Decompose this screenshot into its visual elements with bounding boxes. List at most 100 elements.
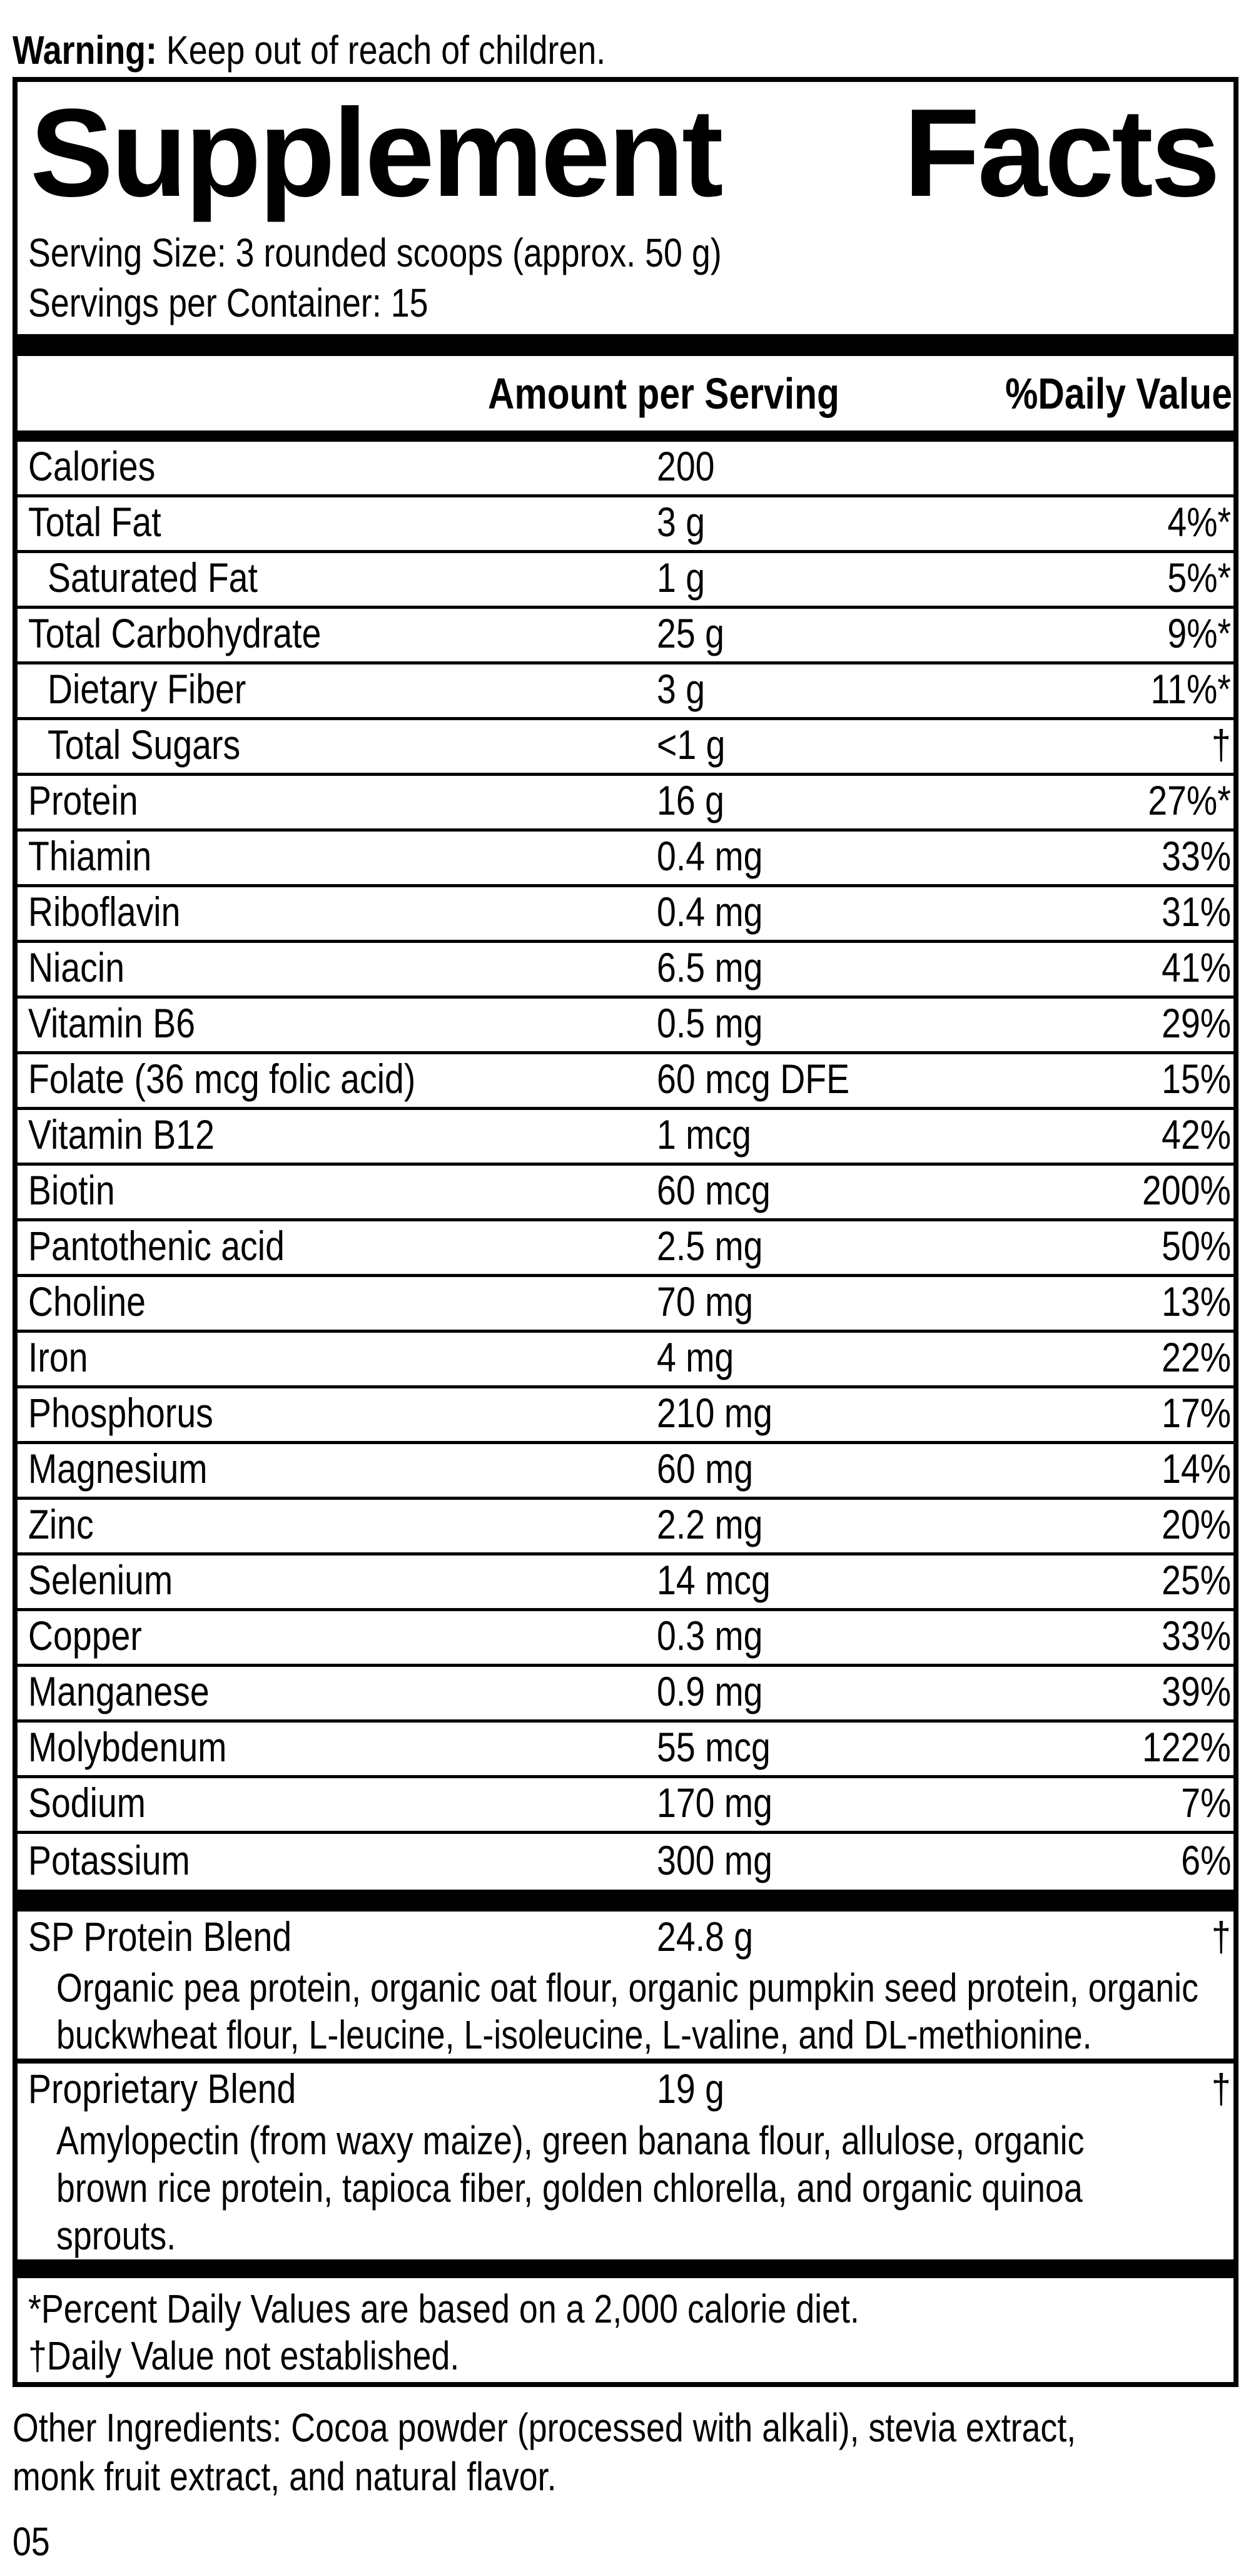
nutrient-name: Sodium bbox=[28, 1779, 146, 1826]
nutrient-name: Choline bbox=[28, 1278, 146, 1325]
nutrient-amount: 19 g bbox=[657, 2065, 724, 2112]
nutrient-amount: 6.5 mg bbox=[657, 944, 763, 990]
serving-info: Serving Size: 3 rounded scoops (approx. … bbox=[28, 228, 1233, 328]
table-row: Thiamin 0.4 mg 33% bbox=[18, 832, 1233, 887]
table-row: Niacin 6.5 mg 41% bbox=[18, 943, 1233, 999]
nutrient-amount: 4 mg bbox=[657, 1333, 734, 1380]
nutrient-daily-value: 29% bbox=[1162, 999, 1231, 1046]
nutrient-name: Phosphorus bbox=[28, 1389, 213, 1436]
blend-ingredients-line: sprouts. bbox=[56, 2213, 176, 2258]
nutrient-daily-value: 33% bbox=[1162, 832, 1231, 879]
table-row: Copper 0.3 mg 33% bbox=[18, 1611, 1233, 1667]
nutrient-daily-value: 5%* bbox=[1167, 554, 1231, 601]
nutrient-name: Iron bbox=[28, 1333, 88, 1380]
table-row: Saturated Fat 1 g 5%* bbox=[18, 553, 1233, 609]
nutrient-name: Protein bbox=[28, 776, 138, 823]
nutrient-name: Saturated Fat bbox=[48, 554, 258, 601]
nutrient-daily-value: 6% bbox=[1180, 1836, 1231, 1883]
table-row: Total Sugars <1 g † bbox=[18, 720, 1233, 776]
footnote-percent-daily-values: *Percent Daily Values are based on a 2,0… bbox=[28, 2286, 859, 2331]
nutrient-amount: 16 g bbox=[657, 776, 724, 823]
nutrient-amount: <1 g bbox=[657, 721, 726, 768]
table-row: Manganese 0.9 mg 39% bbox=[18, 1667, 1233, 1723]
nutrient-amount: 60 mg bbox=[657, 1445, 754, 1492]
nutrient-name: Biotin bbox=[28, 1166, 115, 1213]
nutrient-amount: 0.3 mg bbox=[657, 1612, 763, 1659]
footnote-daily-value-not-established: †Daily Value not established. bbox=[28, 2333, 460, 2378]
nutrient-amount: 210 mg bbox=[657, 1389, 772, 1436]
table-row: Magnesium 60 mg 14% bbox=[18, 1444, 1233, 1500]
nutrient-amount: 0.4 mg bbox=[657, 832, 763, 879]
serving-size-text: Serving Size: 3 rounded scoops (approx. … bbox=[28, 230, 722, 275]
nutrient-amount: 60 mcg DFE bbox=[657, 1055, 850, 1102]
page-number: 05 bbox=[13, 2519, 50, 2564]
nutrient-daily-value: † bbox=[1212, 1913, 1231, 1960]
nutrient-name: Total Fat bbox=[28, 498, 161, 545]
nutrient-daily-value: 27%* bbox=[1148, 776, 1231, 823]
table-row: Potassium 300 mg 6% bbox=[18, 1834, 1233, 1890]
table-row: Vitamin B12 1 mcg 42% bbox=[18, 1110, 1233, 1166]
nutrient-daily-value: 25% bbox=[1162, 1556, 1231, 1603]
nutrient-daily-value: 33% bbox=[1162, 1612, 1231, 1659]
nutrient-amount: 1 g bbox=[657, 554, 706, 601]
nutrient-amount: 24.8 g bbox=[657, 1913, 754, 1960]
table-row: Folate (36 mcg folic acid) 60 mcg DFE 15… bbox=[18, 1054, 1233, 1110]
nutrient-name: Riboflavin bbox=[28, 888, 181, 935]
nutrient-name: Selenium bbox=[28, 1556, 173, 1603]
nutrient-daily-value: 14% bbox=[1162, 1445, 1231, 1492]
panel-title: Supplement Facts bbox=[30, 86, 1220, 220]
other-ingredients-line: Other Ingredients: Cocoa powder (process… bbox=[13, 2405, 1076, 2450]
table-row: Iron 4 mg 22% bbox=[18, 1333, 1233, 1388]
nutrient-amount: 14 mcg bbox=[657, 1556, 771, 1603]
nutrient-name: Manganese bbox=[28, 1667, 210, 1714]
table-row: Riboflavin 0.4 mg 31% bbox=[18, 887, 1233, 943]
servings-per-container-text: Servings per Container: 15 bbox=[28, 280, 428, 325]
nutrient-daily-value: 200% bbox=[1142, 1166, 1231, 1213]
warning-message: Keep out of reach of children. bbox=[156, 28, 606, 73]
nutrient-daily-value: 4%* bbox=[1167, 498, 1231, 545]
nutrient-daily-value: 31% bbox=[1162, 888, 1231, 935]
thick-rule-top bbox=[18, 334, 1233, 356]
nutrient-amount: 3 g bbox=[657, 498, 706, 545]
proprietary-blend-ingredients: Amylopectin (from waxy maize), green ban… bbox=[56, 2117, 1233, 2259]
table-row: Biotin 60 mcg 200% bbox=[18, 1166, 1233, 1221]
nutrient-name: Pantothenic acid bbox=[28, 1222, 285, 1269]
nutrient-amount: 70 mg bbox=[657, 1278, 754, 1325]
table-row: Molybdenum 55 mcg 122% bbox=[18, 1723, 1233, 1778]
column-header-amount: Amount per Serving bbox=[488, 369, 839, 418]
nutrient-daily-value: † bbox=[1212, 721, 1231, 768]
table-row: Choline 70 mg 13% bbox=[18, 1277, 1233, 1333]
nutrient-daily-value: 13% bbox=[1162, 1278, 1231, 1325]
warning-text: Warning: Keep out of reach of children. bbox=[0, 0, 1251, 72]
nutrient-name: Calories bbox=[28, 442, 156, 489]
nutrient-amount: 200 bbox=[657, 442, 715, 489]
nutrient-name: Potassium bbox=[28, 1836, 190, 1883]
nutrient-daily-value: 39% bbox=[1162, 1667, 1231, 1714]
table-header: Amount per Serving %Daily Value bbox=[18, 356, 1233, 430]
table-row: Calories 200 bbox=[18, 442, 1233, 497]
nutrient-amount: 2.5 mg bbox=[657, 1222, 763, 1269]
nutrient-name: Total Sugars bbox=[48, 721, 241, 768]
table-row: Vitamin B6 0.5 mg 29% bbox=[18, 999, 1233, 1054]
table-row: Total Carbohydrate 25 g 9%* bbox=[18, 609, 1233, 664]
blend-ingredients-line: brown rice protein, tapioca fiber, golde… bbox=[56, 2166, 1083, 2211]
blend-ingredients-line: Amylopectin (from waxy maize), green ban… bbox=[56, 2118, 1085, 2163]
other-ingredients: Other Ingredients: Cocoa powder (process… bbox=[13, 2403, 1251, 2501]
nutrient-daily-value: 20% bbox=[1162, 1500, 1231, 1547]
table-row: Phosphorus 210 mg 17% bbox=[18, 1388, 1233, 1444]
thick-rule-blend-separator bbox=[18, 1890, 1233, 1912]
rule-between-blends bbox=[18, 2059, 1233, 2064]
table-row: Zinc 2.2 mg 20% bbox=[18, 1500, 1233, 1555]
nutrient-name: Niacin bbox=[28, 944, 125, 990]
nutrient-amount: 0.9 mg bbox=[657, 1667, 763, 1714]
footnotes: *Percent Daily Values are based on a 2,0… bbox=[28, 2286, 1233, 2380]
nutrient-name: Proprietary Blend bbox=[28, 2065, 296, 2112]
nutrient-amount: 55 mcg bbox=[657, 1723, 771, 1770]
nutrient-name: Total Carbohydrate bbox=[28, 609, 322, 656]
other-ingredients-line: monk fruit extract, and natural flavor. bbox=[13, 2454, 557, 2499]
nutrient-amount: 60 mcg bbox=[657, 1166, 771, 1213]
nutrient-daily-value: 7% bbox=[1180, 1779, 1231, 1826]
blend-ingredients-line: Organic pea protein, organic oat flour, … bbox=[56, 1965, 1198, 2010]
nutrient-amount: 0.5 mg bbox=[657, 999, 763, 1046]
